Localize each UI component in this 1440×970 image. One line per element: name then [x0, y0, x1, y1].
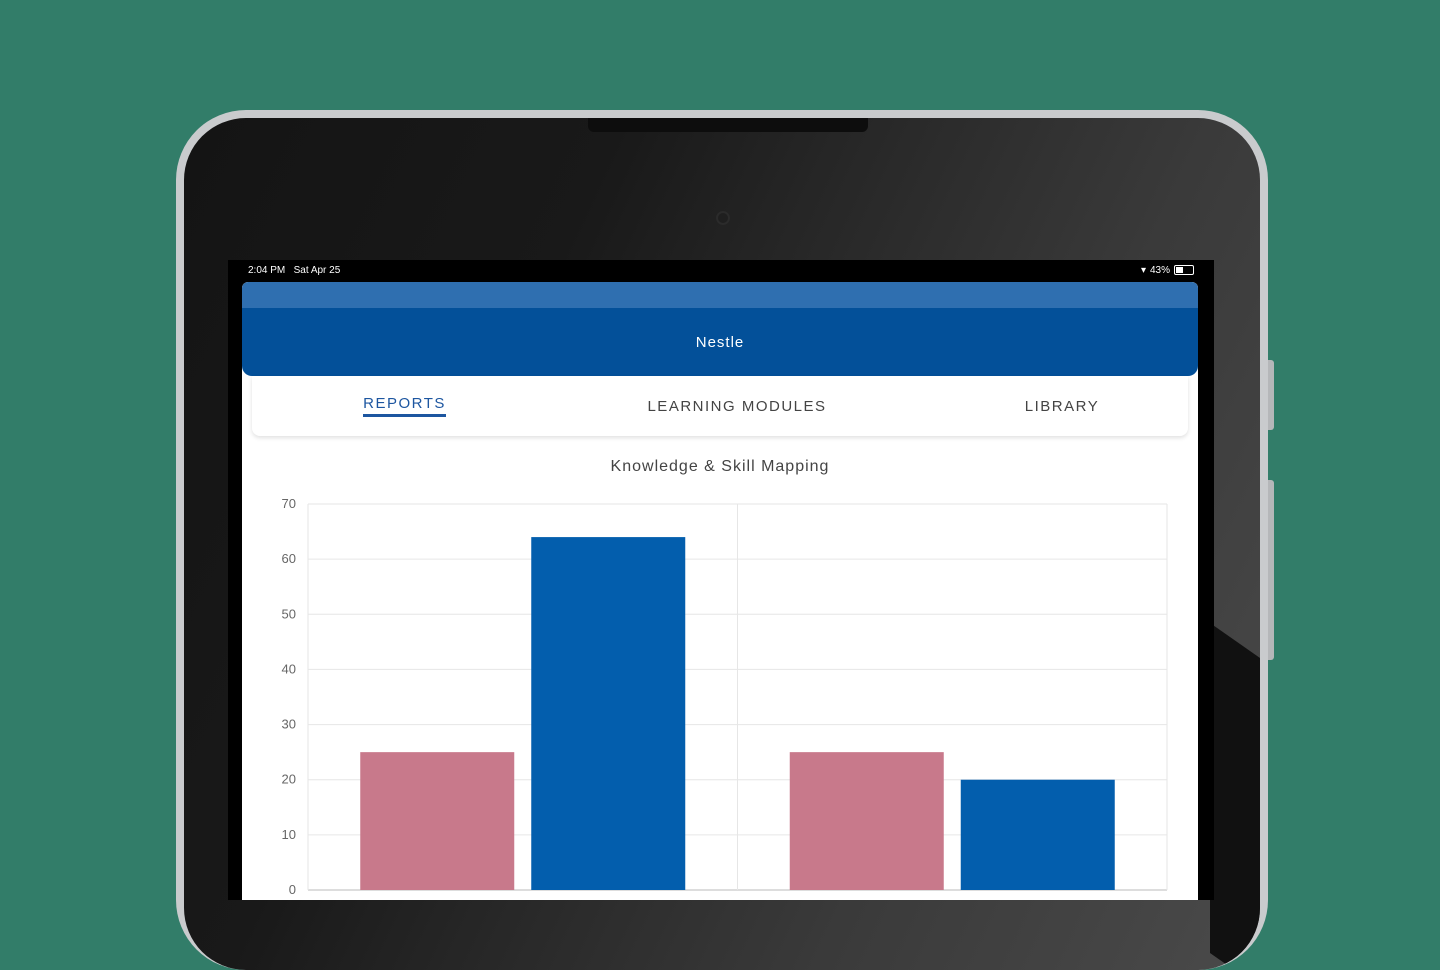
y-tick-label: 40	[282, 661, 296, 676]
app-title: Nestle	[695, 333, 745, 351]
bar	[789, 752, 944, 890]
volume-button	[1268, 360, 1274, 430]
camera-icon	[716, 211, 730, 225]
battery-icon	[1174, 265, 1194, 275]
tablet-screen: 2:04 PM Sat Apr 25 ▾ 43% Nestle REPORTS …	[228, 260, 1214, 900]
y-tick-label: 10	[282, 827, 296, 842]
tab-learning-modules-label: LEARNING MODULES	[647, 397, 827, 415]
status-date: Sat Apr 25	[293, 264, 341, 276]
y-tick-label: 50	[282, 606, 296, 621]
y-tick-label: 0	[289, 882, 296, 897]
app-header: Nestle	[242, 282, 1198, 376]
side-button	[1268, 480, 1274, 660]
bar	[531, 537, 686, 890]
wifi-icon: ▾	[1140, 264, 1146, 276]
battery-level	[1176, 267, 1183, 273]
y-tick-label: 30	[282, 717, 296, 732]
tab-bar: REPORTS LEARNING MODULES LIBRARY	[252, 376, 1188, 436]
tab-learning-modules[interactable]: LEARNING MODULES	[632, 376, 842, 436]
bar	[960, 779, 1115, 890]
tab-reports[interactable]: REPORTS	[322, 376, 487, 436]
battery-percent: 43%	[1149, 264, 1170, 276]
tab-library[interactable]: LIBRARY	[1012, 376, 1112, 436]
chart-title: Knowledge & Skill Mapping	[610, 458, 830, 475]
status-time: 2:04 PM	[248, 264, 286, 276]
top-notch	[588, 118, 868, 132]
bar	[360, 752, 515, 890]
y-tick-label: 60	[282, 551, 296, 566]
y-tick-label: 70	[282, 496, 296, 511]
tab-library-label: LIBRARY	[1024, 397, 1100, 415]
bar-chart: 0 10 20 30 40 50 60 70	[282, 496, 1168, 897]
app-window: Nestle REPORTS LEARNING MODULES LIBRARY …	[242, 282, 1198, 900]
y-tick-label: 20	[282, 772, 296, 787]
tab-reports-label: REPORTS	[363, 395, 446, 417]
status-bar: 2:04 PM Sat Apr 25 ▾ 43%	[228, 260, 1214, 280]
